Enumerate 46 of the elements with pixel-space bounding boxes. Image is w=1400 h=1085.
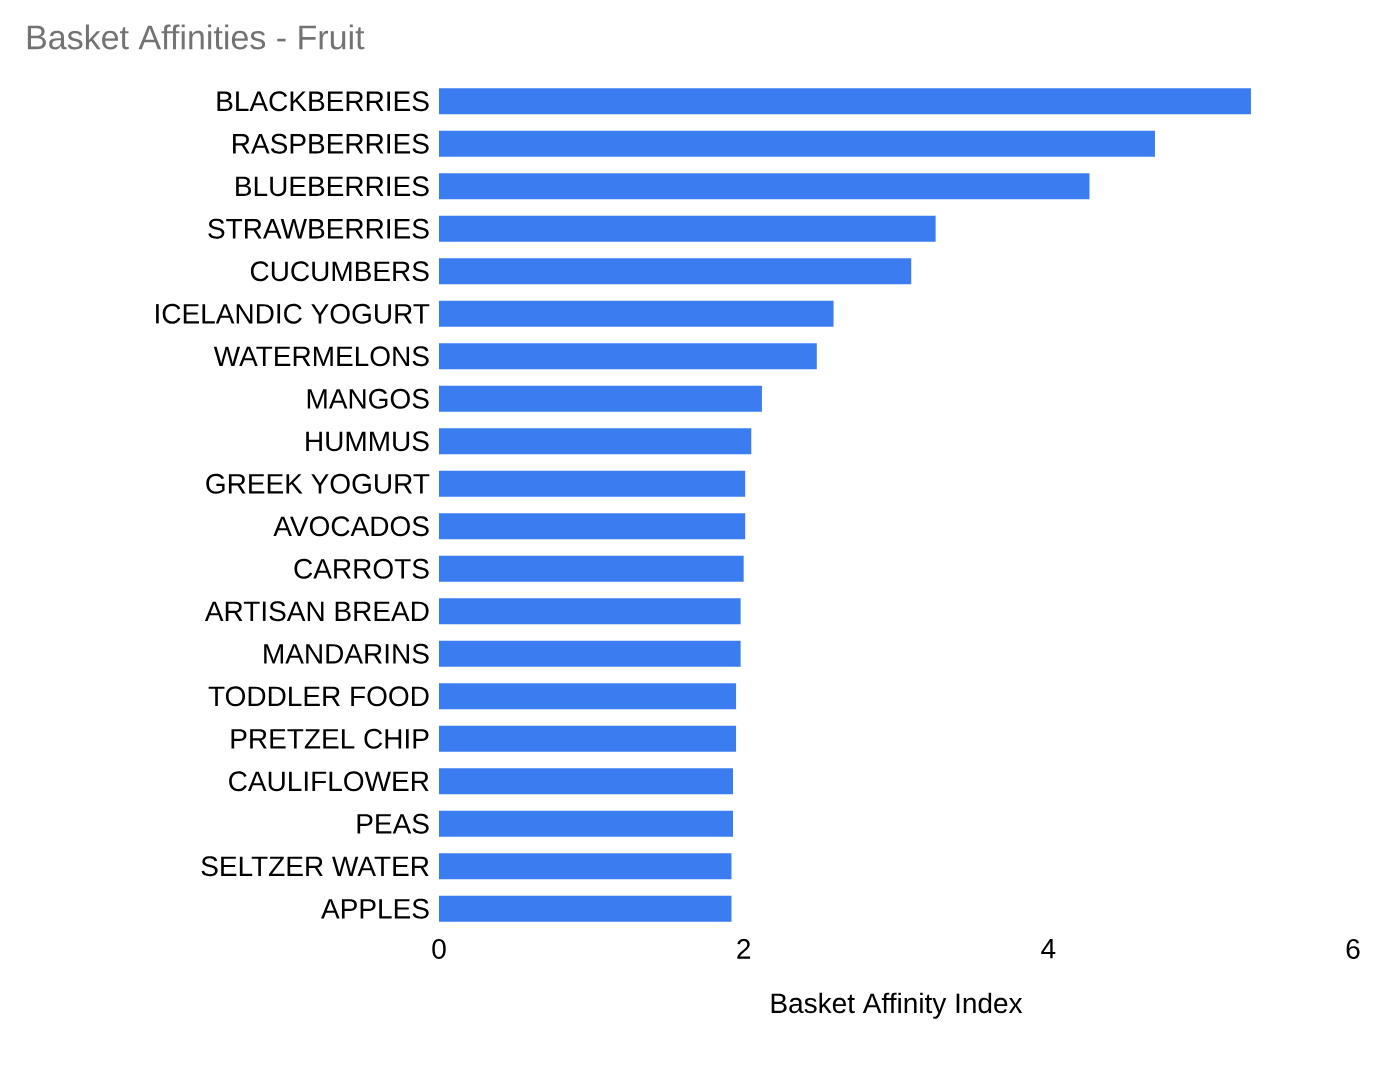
y-tick-label: AVOCADOS [273,516,429,537]
x-tick-label: 4 [1041,939,1056,959]
y-tick-label: ARTISAN BREAD [204,601,429,622]
bar [439,725,737,752]
bar [439,88,1251,115]
y-tick-label: APPLES [321,898,429,919]
y-tick-label: PEAS [357,813,429,834]
bar [439,768,734,795]
bar [439,428,752,455]
bar [439,470,746,497]
bar [439,810,734,837]
y-tick-label: TODDLER FOOD [208,686,429,707]
x-tick-label: 6 [1346,939,1360,959]
chart-title: Basket Affinities - Fruit [27,24,365,50]
y-tick-label: MANDARINS [264,643,429,664]
bar [439,343,817,370]
bar [439,598,741,625]
y-tick-label: BLACKBERRIES [217,91,429,112]
y-tick-label: PRETZEL CHIP [231,728,429,749]
bar [439,258,912,285]
y-tick-label: WATERMELONS [213,346,429,367]
bar [439,640,741,667]
y-tick-label: SELTZER WATER [201,856,429,877]
bar [439,853,732,880]
x-tick-label: 2 [737,939,751,959]
bar [439,215,936,242]
bar [439,173,1090,200]
bar [439,683,737,710]
y-tick-label: CAULIFLOWER [229,771,429,792]
y-tick-label: RASPBERRIES [233,133,429,154]
y-tick-label: GREEK YOGURT [206,473,430,494]
x-tick-label: 0 [432,939,446,959]
bar [439,385,762,412]
y-tick-label: ICELANDIC YOGURT [156,303,430,324]
bar [439,130,1155,157]
bar [439,300,834,327]
y-tick-label: CARROTS [294,558,429,579]
bar [439,555,744,582]
x-axis-title: Basket Affinity Index [771,992,1023,1019]
bar [439,895,732,922]
y-tick-label: STRAWBERRIES [208,218,429,239]
y-tick-label: CUCUMBERS [250,261,429,282]
y-tick-label: MANGOS [307,388,429,409]
y-tick-label: HUMMUS [306,431,429,452]
bar [439,513,746,540]
y-tick-label: BLUEBERRIES [236,176,429,197]
